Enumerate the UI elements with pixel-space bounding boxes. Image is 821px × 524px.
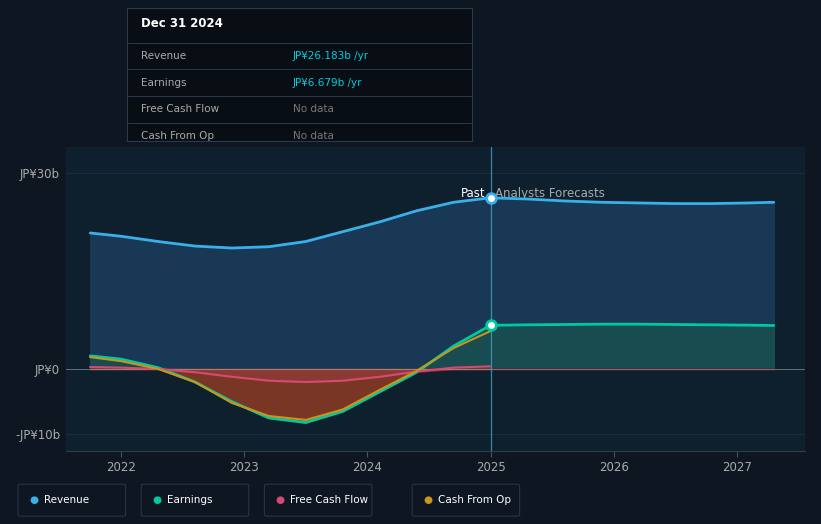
- Text: ●: ●: [153, 495, 161, 505]
- Text: Cash From Op: Cash From Op: [438, 495, 511, 505]
- Text: No data: No data: [293, 131, 333, 141]
- Text: Dec 31 2024: Dec 31 2024: [141, 17, 223, 30]
- Text: Free Cash Flow: Free Cash Flow: [141, 104, 219, 114]
- Text: Free Cash Flow: Free Cash Flow: [290, 495, 368, 505]
- Text: Revenue: Revenue: [44, 495, 89, 505]
- Text: Earnings: Earnings: [167, 495, 212, 505]
- Text: ●: ●: [424, 495, 432, 505]
- Text: JP¥26.183b /yr: JP¥26.183b /yr: [293, 51, 369, 61]
- Text: Past: Past: [461, 187, 486, 200]
- Text: Revenue: Revenue: [141, 51, 186, 61]
- Text: Analysts Forecasts: Analysts Forecasts: [495, 187, 605, 200]
- Text: ●: ●: [276, 495, 284, 505]
- Text: JP¥6.679b /yr: JP¥6.679b /yr: [293, 78, 362, 88]
- Text: Earnings: Earnings: [141, 78, 186, 88]
- Text: No data: No data: [293, 104, 333, 114]
- Text: ●: ●: [30, 495, 38, 505]
- Text: Cash From Op: Cash From Op: [141, 131, 214, 141]
